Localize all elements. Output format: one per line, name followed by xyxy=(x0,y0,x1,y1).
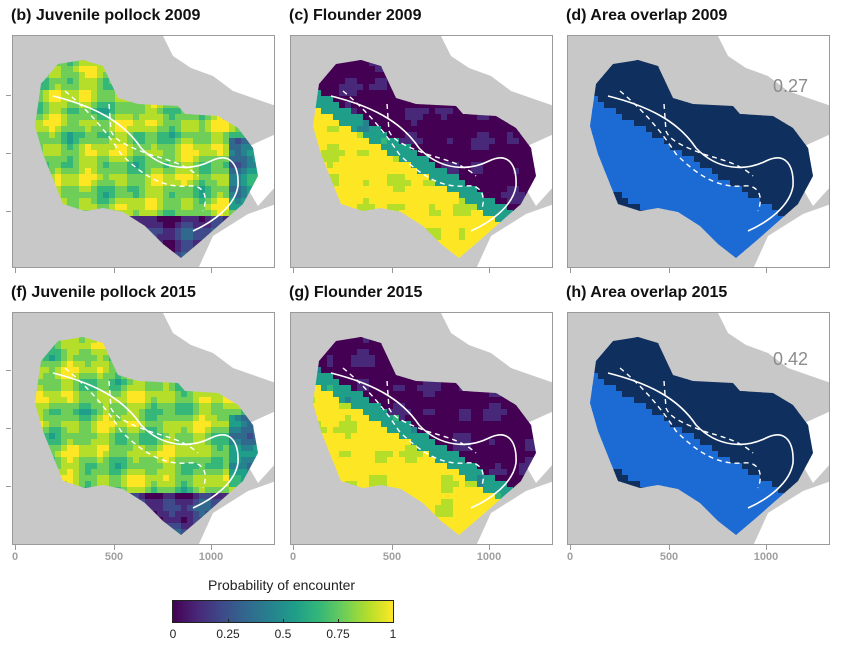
land-mass xyxy=(753,204,829,267)
colorbar-label-0: 0 xyxy=(169,627,177,641)
dashed-contour xyxy=(619,90,761,212)
dashed-contour xyxy=(619,367,761,489)
land-mass xyxy=(198,481,274,544)
dashed-contour xyxy=(386,103,477,177)
map-panel-b xyxy=(12,35,275,268)
dashed-contour xyxy=(386,380,477,454)
shelf-contour xyxy=(52,95,239,232)
x-tick-label: 0 xyxy=(566,551,574,563)
map-panel-h: 0.42 xyxy=(567,312,830,545)
x-tick-label: 1000 xyxy=(476,551,502,563)
y-tick xyxy=(6,211,11,212)
map-svg xyxy=(35,36,274,267)
shelf-contour xyxy=(607,95,794,232)
dashed-contour xyxy=(108,103,199,177)
map-svg xyxy=(590,313,829,544)
x-tick xyxy=(489,268,490,273)
x-tick-label: 0 xyxy=(289,551,297,563)
x-tick xyxy=(766,268,767,273)
land-mass xyxy=(163,36,274,106)
map-panel-g xyxy=(290,312,553,545)
x-tick-label: 500 xyxy=(382,551,402,563)
x-tick xyxy=(570,545,571,550)
panel-title-h: (h) Area overlap 2015 xyxy=(566,284,728,301)
map-panel-c xyxy=(290,35,553,268)
colorbar-title: Probability of encounter xyxy=(208,577,356,593)
map-svg xyxy=(35,313,274,544)
x-tick xyxy=(293,545,294,550)
land-mass xyxy=(753,481,829,544)
x-tick xyxy=(489,545,490,550)
overlap-value-2015: 0.42 xyxy=(773,349,809,369)
dashed-contour xyxy=(663,103,754,177)
x-tick xyxy=(211,268,212,273)
x-tick xyxy=(570,268,571,273)
land-mass xyxy=(441,313,552,383)
x-tick xyxy=(15,268,16,273)
x-tick xyxy=(392,268,393,273)
colorbar-label-0.75: 0.75 xyxy=(326,627,350,641)
colorbar-label-1: 1 xyxy=(389,627,397,641)
dashed-contour xyxy=(108,380,199,454)
x-tick xyxy=(766,545,767,550)
x-tick-label: 500 xyxy=(659,551,679,563)
land-mass xyxy=(476,204,552,267)
x-tick xyxy=(392,545,393,550)
dashed-contour xyxy=(64,90,206,212)
panel-title-f: (f) Juvenile pollock 2015 xyxy=(11,284,196,301)
x-tick-label: 1000 xyxy=(753,551,779,563)
x-tick-label: 500 xyxy=(104,551,124,563)
x-tick xyxy=(211,545,212,550)
map-panel-f xyxy=(12,312,275,545)
dashed-contour xyxy=(342,367,484,489)
map-svg xyxy=(313,36,552,267)
map-svg xyxy=(590,36,829,267)
colorbar-tick xyxy=(393,619,394,623)
y-tick xyxy=(6,153,11,154)
panel-title-g: (g) Flounder 2015 xyxy=(289,284,423,301)
shelf-contour xyxy=(607,372,794,509)
x-tick-label: 1000 xyxy=(198,551,224,563)
land-mass xyxy=(476,481,552,544)
panel-title-d: (d) Area overlap 2009 xyxy=(566,7,728,24)
x-tick-label: 0 xyxy=(11,551,19,563)
colorbar-tick xyxy=(338,619,339,623)
y-tick xyxy=(6,370,11,371)
overlap-value-2009: 0.27 xyxy=(773,76,809,96)
panel-title-b: (b) Juvenile pollock 2009 xyxy=(11,7,201,24)
map-svg xyxy=(313,313,552,544)
colorbar-label-0.25: 0.25 xyxy=(216,627,240,641)
x-tick xyxy=(114,545,115,550)
panel-title-c: (c) Flounder 2009 xyxy=(289,7,422,24)
land-mass xyxy=(441,36,552,106)
map-panel-d: 0.27 xyxy=(567,35,830,268)
land-mass xyxy=(718,313,829,383)
y-tick xyxy=(6,428,11,429)
land-mass xyxy=(163,313,274,383)
x-tick xyxy=(669,268,670,273)
colorbar-label-0.5: 0.5 xyxy=(274,627,292,641)
shelf-contour xyxy=(330,95,517,232)
colorbar-tick xyxy=(173,619,174,623)
colorbar-tick xyxy=(283,619,284,623)
land-mass xyxy=(198,204,274,267)
shelf-contour xyxy=(52,372,239,509)
colorbar-tick xyxy=(228,619,229,623)
x-tick xyxy=(15,545,16,550)
y-tick xyxy=(6,486,11,487)
dashed-contour xyxy=(64,367,206,489)
x-tick xyxy=(669,545,670,550)
dashed-contour xyxy=(663,380,754,454)
y-tick xyxy=(6,95,11,96)
land-mass xyxy=(718,36,829,106)
shelf-contour xyxy=(330,372,517,509)
dashed-contour xyxy=(342,90,484,212)
x-tick xyxy=(293,268,294,273)
x-tick xyxy=(114,268,115,273)
